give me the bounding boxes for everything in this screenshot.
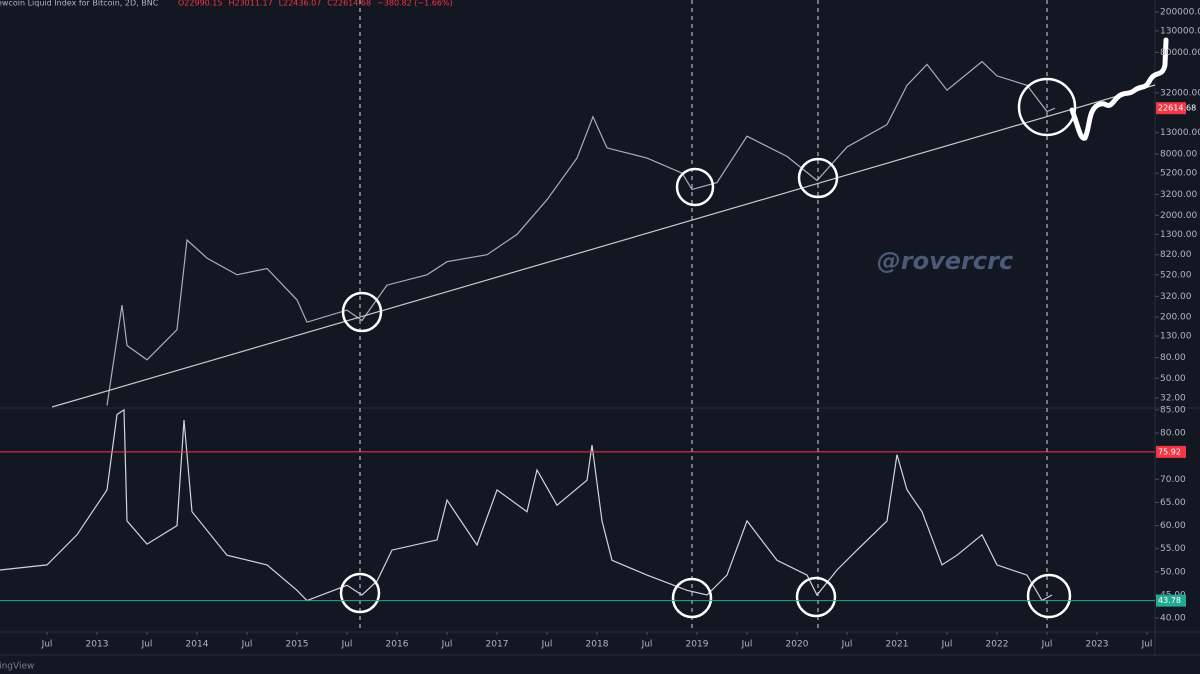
level-label-bg xyxy=(1156,102,1186,115)
level-label-bg xyxy=(1156,445,1186,458)
y-tick-label: 1300.00 xyxy=(1160,230,1197,240)
y-tick-label: 50.00 xyxy=(1160,374,1186,384)
x-tick-label: Jul xyxy=(241,640,253,650)
header-ohlc: C22614.68 xyxy=(327,0,371,8)
x-tick-label: 2021 xyxy=(886,640,909,650)
y-tick-label: 60.00 xyxy=(1160,521,1186,531)
y-tick-label: 320.00 xyxy=(1160,292,1192,302)
x-tick-label: Jul xyxy=(41,640,53,650)
x-tick-label: Jul xyxy=(1041,640,1053,650)
y-tick-label: 55.00 xyxy=(1160,544,1186,554)
x-tick-label: 2015 xyxy=(286,640,309,650)
y-tick-label: 80.00 xyxy=(1160,428,1186,438)
y-tick-label: 130.00 xyxy=(1160,332,1192,342)
y-tick-label: 200.00 xyxy=(1160,313,1192,323)
x-tick-label: 2016 xyxy=(386,640,409,650)
series-line xyxy=(0,408,1053,602)
y-tick-label: 32.00 xyxy=(1160,393,1186,403)
y-tick-label: 40.00 xyxy=(1160,614,1186,624)
projection-scribble xyxy=(1069,37,1169,141)
x-tick-label: Jul xyxy=(641,640,653,650)
x-tick-label: Jul xyxy=(141,640,153,650)
level-label-bg xyxy=(1156,594,1186,607)
header-title: ewcoin Liquid Index for Bitcoin, 2D, BNC xyxy=(0,0,159,8)
cycle-markers xyxy=(359,0,1048,632)
x-tick-label: 2017 xyxy=(486,640,509,650)
level-label: 22614.68 xyxy=(1158,104,1196,113)
y-tick-label: 200000.00 xyxy=(1160,7,1200,17)
y-tick-label: 85.00 xyxy=(1160,405,1186,415)
x-tick-label: 2013 xyxy=(86,640,109,650)
brand: TradingView xyxy=(0,662,34,672)
x-tick-label: Jul xyxy=(541,640,553,650)
x-tick-label: 2018 xyxy=(586,640,609,650)
y-tick-label: 80.00 xyxy=(1160,353,1186,363)
header-ohlc: H23011.17 xyxy=(228,0,272,8)
x-tick-label: Jul xyxy=(741,640,753,650)
x-tick-label: Jul xyxy=(841,640,853,650)
y-tick-label: 5200.00 xyxy=(1160,169,1197,179)
watermark: @rovercrc xyxy=(877,247,1013,275)
y-tick-label: 32000.00 xyxy=(1160,88,1200,98)
x-tick-label: 2019 xyxy=(686,640,709,650)
x-tick-label: 2023 xyxy=(1086,640,1109,650)
x-tick-label: 2014 xyxy=(186,640,209,650)
y-tick-label: 520.00 xyxy=(1160,270,1192,280)
y-tick-label: 50.00 xyxy=(1160,567,1186,577)
x-tick-label: 2022 xyxy=(986,640,1009,650)
header-ohlc: −380.82 (−1.66%) xyxy=(377,0,453,8)
y-tick-label: 13000.00 xyxy=(1160,128,1200,138)
x-tick-label: Jul xyxy=(941,640,953,650)
level-label: 75.92 xyxy=(1158,447,1181,456)
x-tick-label: Jul xyxy=(1141,640,1153,650)
y-tick-label: 65.00 xyxy=(1160,498,1186,508)
y-tick-label: 2000.00 xyxy=(1160,211,1197,221)
x-tick-label: 2020 xyxy=(786,640,809,650)
header-ohlc: L22436.07 xyxy=(279,0,322,8)
level-label: 43.78 xyxy=(1158,596,1181,605)
y-tick-label: 3200.00 xyxy=(1160,190,1197,200)
y-tick-label: 70.00 xyxy=(1160,475,1186,485)
x-tick-label: Jul xyxy=(441,640,453,650)
y-tick-label: 820.00 xyxy=(1160,250,1192,260)
y-tick-label: 80000.00 xyxy=(1160,48,1200,58)
y-tick-label: 8000.00 xyxy=(1160,150,1197,160)
y-tick-label: 130000.00 xyxy=(1160,26,1200,36)
series-line xyxy=(106,60,1056,406)
highlight-circles xyxy=(339,77,1077,619)
x-tick-label: Jul xyxy=(341,640,353,650)
header-ohlc: O22990.15 xyxy=(178,0,222,8)
trend-line xyxy=(51,84,1156,408)
